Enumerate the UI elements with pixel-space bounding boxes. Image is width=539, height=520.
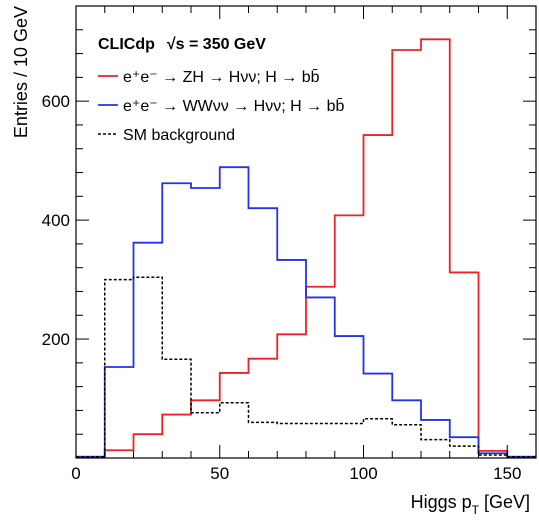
legend-title-label: CLICdp [98, 36, 155, 53]
axis-tick-labels: 0 50 100 150 200 400 600 [42, 92, 522, 483]
x-tick-label: 50 [210, 464, 229, 483]
y-tick-label: 600 [42, 92, 70, 111]
legend-label-2: SM background [123, 127, 235, 144]
histogram-lines [76, 38, 536, 458]
y-tick-label: 400 [42, 211, 70, 230]
x-axis-title-main: Higgs p [411, 492, 472, 512]
series-line-0 [76, 38, 536, 458]
x-tick-label: 0 [71, 464, 80, 483]
y-tick-label: 200 [42, 330, 70, 349]
legend-title-energy: √s = 350 GeV [167, 36, 266, 53]
series-line-2 [76, 276, 536, 458]
axis-ticks [75, 5, 537, 459]
legend: CLICdp √s = 350 GeV e⁺e⁻ → ZH → Hνν; H → … [98, 36, 344, 144]
x-axis-title-unit: [GeV] [484, 492, 530, 512]
x-tick-label: 150 [493, 464, 521, 483]
legend-title: CLICdp √s = 350 GeV [98, 36, 266, 53]
legend-entries: e⁺e⁻ → ZH → Hνν; H → bb̄ e⁺e⁻ → WWνν → Hν… [98, 69, 344, 144]
x-axis-title-subscript: T [472, 503, 480, 517]
series-line-1 [76, 166, 536, 458]
y-axis-title: Entries / 10 GeV [11, 6, 31, 138]
legend-label-0: e⁺e⁻ → ZH → Hνν; H → bb̄ [123, 69, 320, 86]
x-axis-title: Higgs pT [GeV] [411, 492, 530, 517]
x-tick-label: 100 [349, 464, 377, 483]
legend-label-1: e⁺e⁻ → WWνν → Hνν; H → bb̄ [123, 98, 344, 115]
